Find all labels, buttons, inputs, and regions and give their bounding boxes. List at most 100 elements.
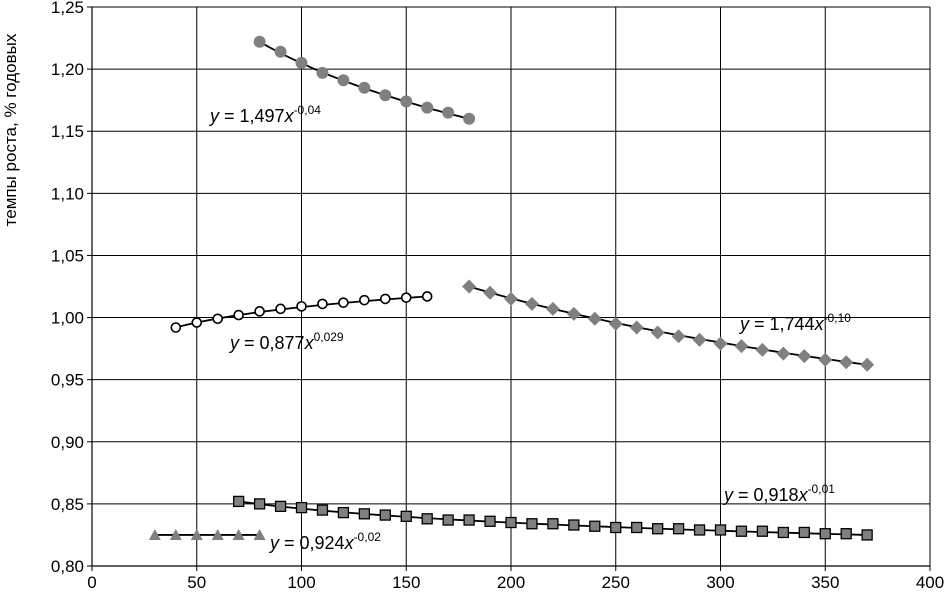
data-point-diamond — [734, 339, 749, 354]
trend-equation: y = 1,744x-0,10 — [738, 311, 851, 334]
data-point-diamond — [671, 329, 686, 344]
data-point-square — [484, 515, 496, 527]
y-tick-label: 1,00 — [51, 309, 84, 328]
x-tick-label: 150 — [392, 573, 420, 592]
data-point-triangle — [253, 528, 266, 540]
data-point-circle — [295, 56, 308, 69]
grid — [91, 6, 931, 567]
trend-equation: y = 1,497x-0,04 — [208, 103, 321, 126]
data-point-square — [316, 504, 329, 516]
data-point-circle — [442, 106, 455, 119]
axes: 0 50 100 150 200 250 300 350 400 0,80 0,85 0,90 0,95… — [51, 0, 944, 592]
trend-equation: y = 0,918x-0,01 — [722, 482, 835, 505]
data-point-square — [505, 516, 517, 529]
data-point-diamond — [483, 285, 498, 300]
data-point-triangle — [232, 528, 245, 540]
data-point-square — [693, 524, 706, 536]
data-point-open-circle — [421, 291, 433, 302]
data-point-circle — [421, 101, 434, 114]
data-point-diamond — [629, 320, 644, 335]
y-tick-label: 1,25 — [51, 0, 84, 17]
y-tick-label: 0,85 — [51, 495, 84, 514]
data-point-diamond — [587, 311, 602, 326]
data-point-triangle — [190, 528, 203, 540]
data-point-diamond — [839, 355, 854, 370]
data-point-square — [442, 514, 454, 526]
data-point-square — [379, 509, 391, 521]
data-point-square — [337, 506, 350, 519]
data-point-circle — [400, 95, 413, 108]
data-point-open-circle — [296, 301, 307, 312]
data-point-open-circle — [212, 313, 223, 325]
data-point-square — [819, 528, 831, 540]
data-point-square — [526, 518, 538, 530]
data-point-open-circle — [191, 317, 203, 328]
data-point-square — [568, 519, 580, 531]
x-tick-label: 350 — [811, 573, 839, 592]
data-point-diamond — [818, 352, 833, 367]
trend-equation: y = 0,924x-0,02 — [268, 530, 381, 553]
data-point-square — [400, 510, 412, 522]
data-point-square — [295, 501, 308, 514]
data-point-open-circle — [170, 322, 182, 333]
y-tick-label: 0,90 — [51, 433, 84, 452]
x-tick-label: 100 — [287, 573, 315, 592]
data-point-open-circle — [338, 297, 349, 308]
data-point-diamond — [650, 325, 665, 340]
x-tick-label: 50 — [187, 573, 206, 592]
trend-equation: y = 0,877x0,029 — [228, 330, 344, 353]
data-point-square — [735, 525, 748, 537]
data-point-square — [610, 521, 622, 534]
y-tick-label: 1,10 — [51, 184, 84, 203]
data-point-open-circle — [275, 303, 286, 315]
data-point-square — [358, 508, 371, 520]
data-point-diamond — [755, 342, 770, 357]
data-point-diamond — [545, 301, 560, 316]
data-point-open-circle — [254, 306, 265, 317]
x-tick-label: 400 — [916, 573, 944, 592]
data-point-square — [589, 520, 601, 532]
x-tick-label: 0 — [87, 573, 96, 592]
y-tick-label: 0,80 — [51, 557, 84, 576]
data-point-circle — [253, 35, 266, 48]
data-point-diamond — [462, 279, 477, 294]
data-point-diamond — [776, 346, 791, 361]
data-point-diamond — [566, 306, 581, 321]
data-point-square — [798, 526, 810, 539]
data-point-circle — [316, 66, 329, 79]
y-tick-label: 1,20 — [51, 60, 84, 79]
data-point-square — [672, 523, 685, 535]
data-point-open-circle — [233, 309, 244, 321]
data-point-square — [421, 513, 433, 525]
data-point-square — [652, 523, 664, 535]
data-point-diamond — [608, 316, 623, 331]
data-point-circle — [274, 45, 287, 58]
data-point-square — [756, 525, 769, 537]
data-point-open-circle — [317, 298, 328, 310]
data-point-square — [274, 500, 287, 513]
data-point-diamond — [504, 291, 518, 306]
data-point-square — [861, 529, 873, 541]
data-point-open-circle — [359, 294, 370, 306]
data-point-triangle — [211, 528, 224, 540]
y-tick-label: 1,05 — [51, 246, 84, 265]
y-tick-label: 1,15 — [51, 122, 84, 141]
data-point-diamond — [692, 332, 707, 347]
data-point-diamond — [713, 336, 728, 351]
data-point-square — [253, 498, 266, 510]
data-point-circle — [463, 112, 476, 125]
data-point-open-circle — [379, 293, 391, 305]
data-point-circle — [337, 74, 350, 87]
data-point-diamond — [860, 357, 875, 372]
trend-equations: y = 1,497x-0,04 y = 0,877x0,029 y = 1,744x… — [208, 103, 851, 553]
data-point-triangle — [169, 528, 182, 540]
x-tick-label: 300 — [706, 573, 734, 592]
x-tick-label: 250 — [602, 573, 630, 592]
data-point-square — [631, 521, 643, 534]
y-tick-label: 0,95 — [51, 371, 84, 390]
y-axis-title: темпы роста, % годовых — [1, 33, 20, 226]
data-point-open-circle — [400, 292, 412, 303]
data-point-diamond — [524, 296, 539, 311]
data-point-square — [547, 518, 559, 530]
